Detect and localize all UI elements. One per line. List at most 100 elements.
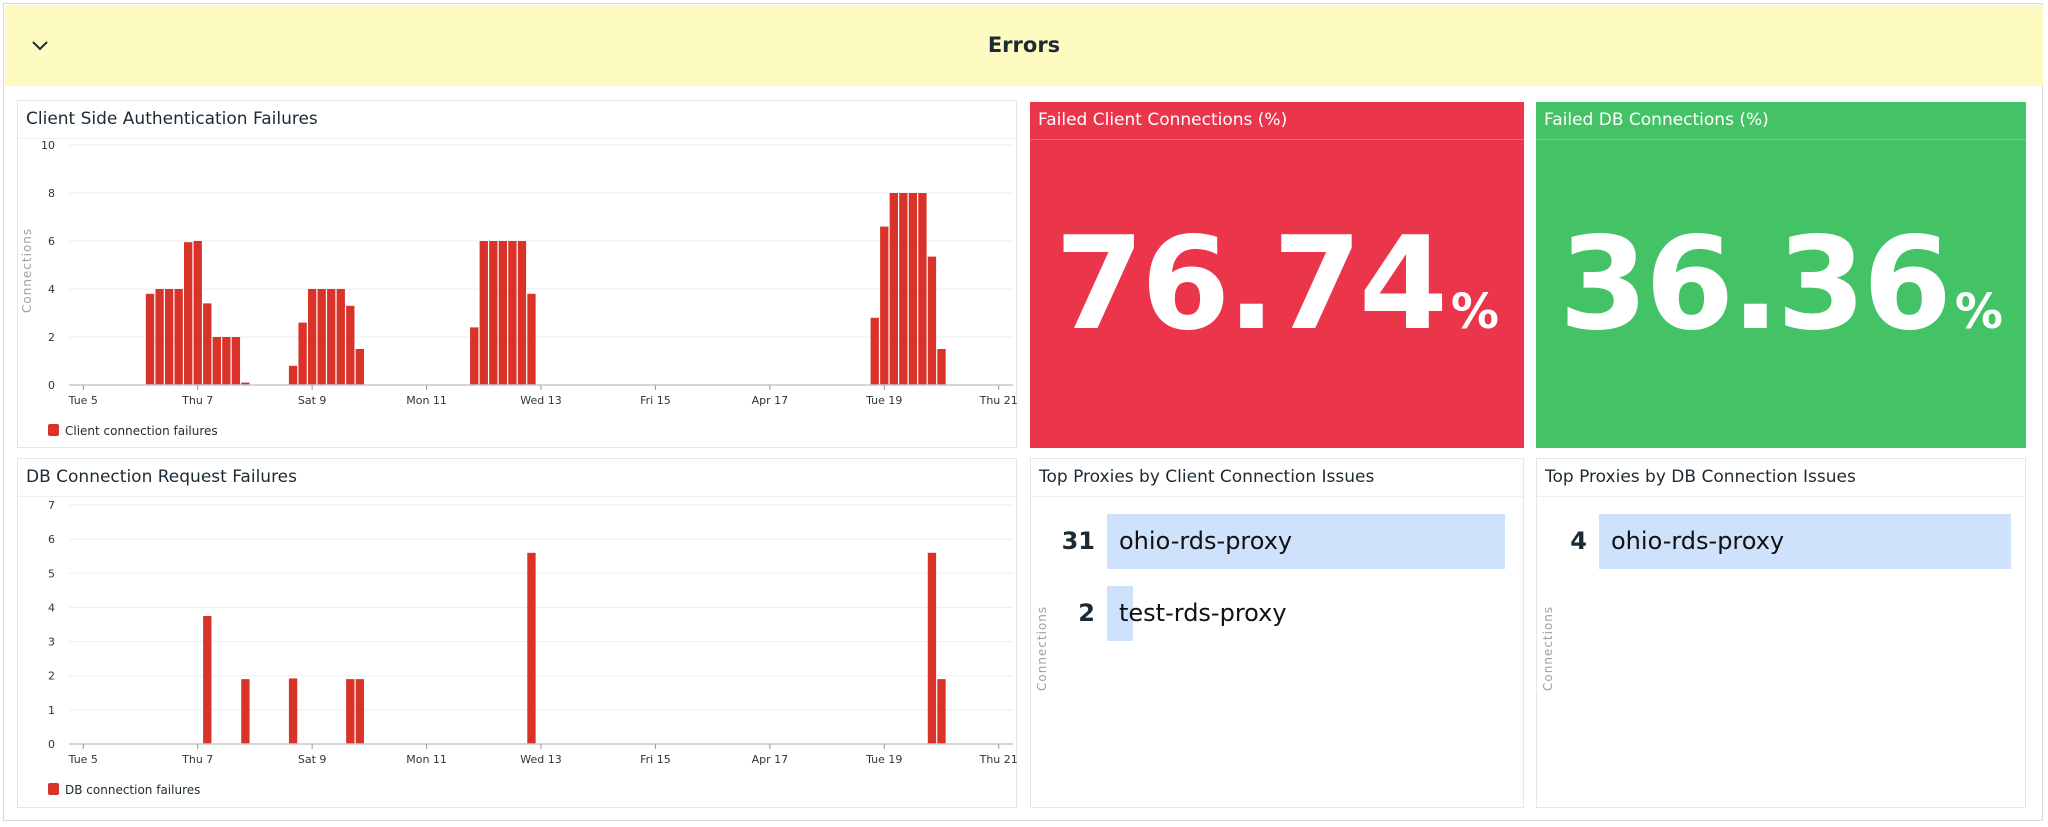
bar xyxy=(880,226,889,385)
divider xyxy=(18,496,1016,497)
legend-swatch xyxy=(48,424,59,436)
stat-value: 76.74% xyxy=(1030,210,1524,359)
widget-title: Top Proxies by DB Connection Issues xyxy=(1545,467,1856,487)
x-tick-label: Thu 21 xyxy=(979,753,1018,766)
failed-db-connections-widget[interactable]: Failed DB Connections (%) 36.36% xyxy=(1536,102,2026,448)
toplist-label: ohio-rds-proxy xyxy=(1119,527,1293,555)
toplist-label: ohio-rds-proxy xyxy=(1611,527,1785,555)
bar xyxy=(288,365,298,385)
legend-label: Client connection failures xyxy=(65,424,218,438)
x-tick-label: Apr 17 xyxy=(752,753,789,766)
client-auth-failures-widget[interactable]: Client Side Authentication Failures Conn… xyxy=(17,100,1018,448)
divider xyxy=(1031,496,1523,497)
stat-unit: % xyxy=(1954,284,2003,340)
client-auth-failures-chart: 0 2 4 6 8 10 Tue 5 Thu 7 Sat 9 Mon 11 Wed 13 Fri 15… xyxy=(41,139,1018,438)
toplist-value: 31 xyxy=(1061,527,1095,555)
y-tick-label: 5 xyxy=(48,567,55,580)
x-tick-label: Apr 17 xyxy=(752,394,789,407)
bar xyxy=(288,678,298,744)
bar xyxy=(355,679,364,744)
top-proxies-client-widget[interactable]: Top Proxies by Client Connection Issues … xyxy=(1030,458,1524,808)
bar xyxy=(527,552,536,744)
failed-client-connections-widget[interactable]: Failed Client Connections (%) 76.74% xyxy=(1030,102,1524,448)
divider xyxy=(18,138,1016,139)
top-proxies-db-widget[interactable]: Top Proxies by DB Connection Issues Conn… xyxy=(1536,458,2026,808)
bar xyxy=(937,349,946,385)
bar xyxy=(298,322,307,385)
bar xyxy=(203,615,212,744)
legend-label: DB connection failures xyxy=(65,783,200,797)
toplist-row[interactable]: 4 ohio-rds-proxy xyxy=(1537,514,2025,569)
group-title: Errors xyxy=(987,33,1061,57)
stat-value: 36.36% xyxy=(1536,210,2026,359)
bar xyxy=(355,349,364,385)
bar xyxy=(317,289,326,385)
y-tick-label: 10 xyxy=(41,139,55,152)
bar xyxy=(937,679,946,744)
bar xyxy=(241,382,250,385)
y-tick-label: 7 xyxy=(48,499,55,512)
bar xyxy=(527,293,536,385)
x-tick-label: Tue 5 xyxy=(68,753,98,766)
bar xyxy=(203,303,212,385)
y-tick-label: 0 xyxy=(48,738,55,751)
x-tick-label: Sat 9 xyxy=(298,394,327,407)
x-tick-label: Thu 21 xyxy=(979,394,1018,407)
divider xyxy=(1537,496,2025,497)
bar xyxy=(164,289,174,385)
bar xyxy=(193,241,202,385)
bar xyxy=(470,327,479,385)
y-tick-label: 0 xyxy=(48,379,55,392)
toplist-value: 4 xyxy=(1570,527,1587,555)
y-tick-label: 4 xyxy=(48,283,55,296)
bar xyxy=(498,241,508,385)
bar xyxy=(899,193,908,385)
db-request-failures-widget[interactable]: DB Connection Request Failures 0 1 2 3 4 5 6 7 T… xyxy=(17,458,1018,808)
bar xyxy=(327,289,336,385)
x-tick-label: Sat 9 xyxy=(298,753,327,766)
bar xyxy=(145,293,155,385)
bar xyxy=(184,242,193,385)
y-tick-label: 1 xyxy=(48,704,55,717)
x-tick-label: Fri 15 xyxy=(640,394,671,407)
y-axis-label: Connections xyxy=(1541,605,1555,691)
x-tick-label: Tue 5 xyxy=(68,394,98,407)
toplist-value: 2 xyxy=(1078,599,1095,627)
toplist-row[interactable]: 2 test-rds-proxy xyxy=(1031,586,1523,641)
bar xyxy=(336,289,345,385)
toplist-row[interactable]: 31 ohio-rds-proxy xyxy=(1031,514,1523,569)
bar xyxy=(489,241,498,385)
stat-number: 36.36 xyxy=(1559,210,1952,359)
x-tick-label: Tue 19 xyxy=(865,753,902,766)
bar xyxy=(307,289,317,385)
x-tick-label: Mon 11 xyxy=(406,753,447,766)
bar xyxy=(231,337,241,385)
y-tick-label: 4 xyxy=(48,601,55,614)
chevron-down-icon[interactable] xyxy=(29,35,51,57)
widget-title: Failed Client Connections (%) xyxy=(1038,110,1288,130)
x-tick-label: Thu 7 xyxy=(181,394,213,407)
y-tick-label: 3 xyxy=(48,636,55,649)
bar xyxy=(927,256,937,385)
bar xyxy=(918,193,927,385)
bar xyxy=(346,305,355,385)
bar xyxy=(479,241,488,385)
bar xyxy=(889,193,898,385)
divider xyxy=(1536,139,2026,140)
y-tick-label: 2 xyxy=(48,331,55,344)
widget-title: DB Connection Request Failures xyxy=(26,467,297,487)
stat-unit: % xyxy=(1450,284,1499,340)
x-tick-label: Thu 7 xyxy=(181,753,213,766)
bar xyxy=(508,241,517,385)
bar xyxy=(174,289,183,385)
bar xyxy=(346,679,355,744)
y-tick-label: 6 xyxy=(48,533,55,546)
legend-swatch xyxy=(48,783,59,795)
y-tick-label: 8 xyxy=(48,187,55,200)
y-tick-label: 6 xyxy=(48,235,55,248)
divider xyxy=(1030,139,1524,140)
toplist-bar xyxy=(1107,586,1133,641)
y-tick-label: 2 xyxy=(48,670,55,683)
bar xyxy=(212,337,221,385)
bar xyxy=(222,337,231,385)
